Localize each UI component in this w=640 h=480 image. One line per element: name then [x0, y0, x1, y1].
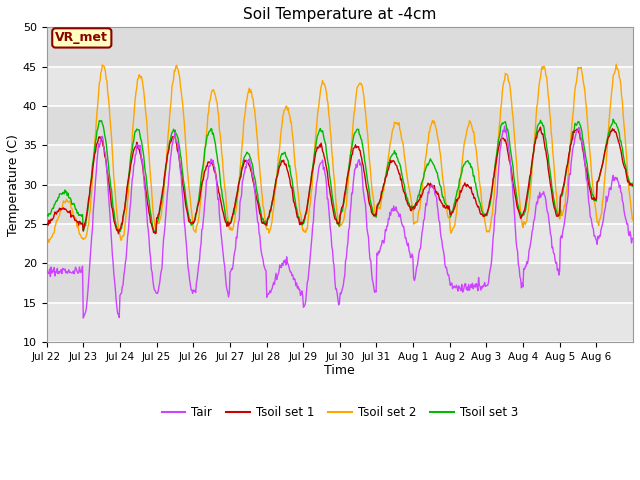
Y-axis label: Temperature (C): Temperature (C): [7, 133, 20, 236]
Text: VR_met: VR_met: [56, 31, 108, 45]
Legend: Tair, Tsoil set 1, Tsoil set 2, Tsoil set 3: Tair, Tsoil set 1, Tsoil set 2, Tsoil se…: [157, 402, 523, 424]
Title: Soil Temperature at -4cm: Soil Temperature at -4cm: [243, 7, 436, 22]
Bar: [47, 67, 633, 106]
X-axis label: Time: Time: [324, 364, 355, 377]
Bar: [47, 224, 633, 263]
Bar: [47, 145, 633, 185]
Bar: [47, 302, 633, 342]
